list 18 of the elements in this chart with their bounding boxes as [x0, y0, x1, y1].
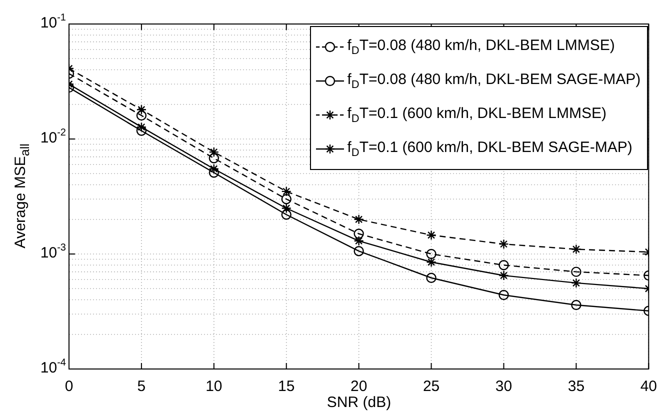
x-tick-label: 15: [278, 378, 295, 396]
x-tick-label: 20: [350, 378, 368, 396]
y-tick-label: 10$^{-4}$: [40, 358, 66, 376]
y-tick-label: 10$^{-1}$: [40, 12, 66, 32]
y-tick-label: 10$^{-3}$: [40, 242, 66, 262]
legend-label: f$_{D}$T=0.08 (480 km/h, DKL-BEM SAGE-MAP): [347, 71, 641, 91]
x-tick-label: 35: [568, 378, 585, 396]
x-tick-label: 25: [422, 378, 440, 396]
legend-label: f$_{D}$T=0.1 (600 km/h, DKL-BEM LMMSE): [347, 105, 606, 125]
x-tick-label: 10: [206, 378, 222, 396]
legend-label: f$_{D}$T=0.1 (600 km/h, DKL-BEM SAGE-MAP): [347, 139, 632, 159]
x-tick-label: 0: [64, 378, 74, 396]
x-tick-label: 40: [640, 378, 657, 396]
y-tick-label: 10$^{-2}$: [40, 128, 66, 146]
x-tick-label: 30: [495, 378, 512, 396]
legend-label: f$_{D}$T=0.08 (480 km/h, DKL-BEM LMMSE): [347, 37, 615, 57]
x-tick-label: 5: [137, 378, 146, 396]
x-axis-title: SNR (dB): [326, 394, 392, 411]
